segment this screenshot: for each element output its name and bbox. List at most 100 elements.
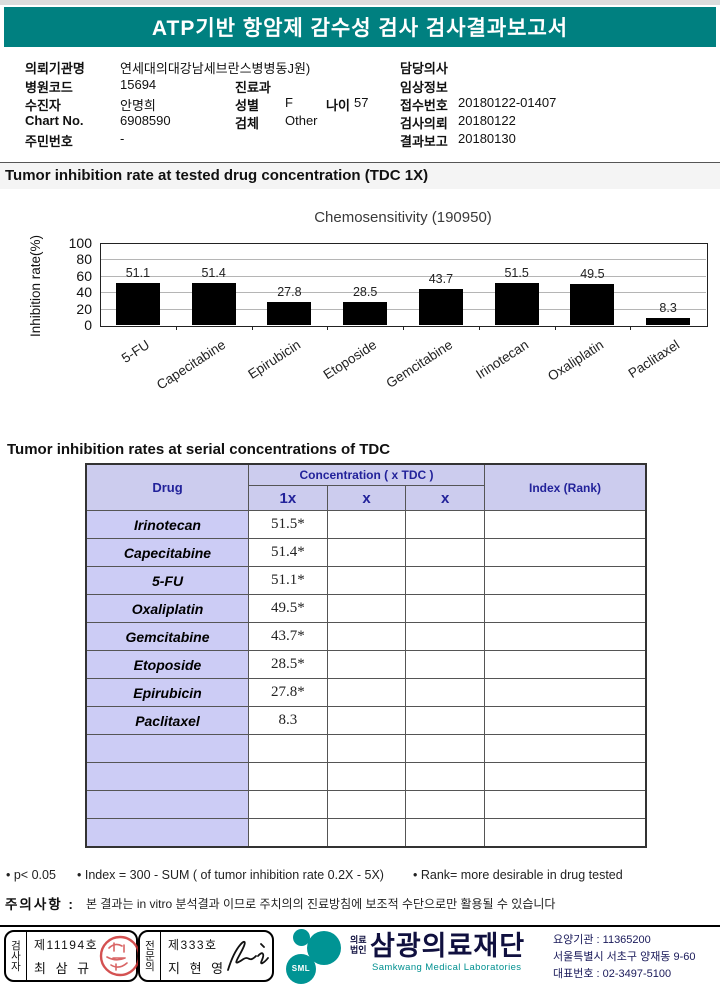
table-row: Paclitaxel 8.3 [85,706,647,735]
gridline [101,308,706,310]
table-row [85,790,647,819]
y-tick-label: 80 [76,251,92,268]
drug-name-cell [85,734,249,763]
bar [494,282,539,325]
conc-x3-cell [405,510,485,539]
y-tick-label: 60 [76,267,92,284]
x-axis-tick [251,326,253,330]
x-category-label: Irinotecan [472,337,531,382]
y-tick-label: 0 [84,317,92,333]
caution-label: 주의사항 : [5,897,75,912]
table-row: Irinotecan 51.5* [85,510,647,539]
conc-x3-cell [405,538,485,567]
index-cell [484,678,647,707]
chart-no-label: Chart No. [25,113,84,128]
specialist-role-label: 전문의 [140,932,161,980]
examiner-role-label: 검사자 [6,932,27,980]
chart-title: Chemosensitivity (190950) [314,209,492,226]
table-row: Oxaliplatin 49.5* [85,594,647,623]
table-header-row: Drug Concentration ( x TDC ) Index (Rank… [85,463,647,511]
examiner-name: 최 삼 규 [34,960,93,976]
conc-1x-header: 1x [248,485,328,511]
x-axis-tick [175,326,177,330]
report-title: ATP기반 항암제 감수성 검사 검사결과보고서 [151,17,569,40]
index-cell [484,650,647,679]
table-row: Etoposide 28.5* [85,650,647,679]
x-category-label: Gemcitabine [383,337,456,391]
conc-x2-cell [326,566,407,595]
table-row: Capecitabine 51.4* [85,538,647,567]
y-tick-label: 100 [68,235,92,251]
hospital-code-value: 15694 [120,77,157,92]
care-org-number: 요양기관 : 11365200 [553,934,651,946]
bar-value-label: 51.5 [504,265,529,280]
drug-name-cell: Irinotecan [85,510,249,539]
org-phone: 대표번호 : 02-3497-5100 [553,968,672,980]
conc-x2-cell [326,706,407,735]
receipt-no-label: 접수번호 [400,98,448,113]
conc-x2-cell [326,762,407,791]
x-axis-tick [403,326,404,330]
y-tick-label: 20 [76,300,92,317]
conc-x3-cell [405,790,485,819]
note-rank: • Rank= more desirable in drug tested [413,868,623,882]
conc-1x-cell: 43.7* [248,622,328,651]
conc-x3-cell [405,650,485,679]
conc-1x-cell [248,790,328,819]
resident-no-label: 주민번호 [25,134,73,149]
chart-plot [100,243,708,327]
conc-x2-cell [326,594,407,623]
bar-value-label: 43.7 [428,272,454,287]
conc-1x-cell: 51.4* [248,538,328,567]
examiner-license-no: 제11194호 [34,937,99,952]
index-cell [484,706,647,735]
table-row [85,734,647,763]
index-cell [484,818,647,848]
y-axis-label: Inhibition rate(%) [28,234,43,338]
drug-name-cell: Capecitabine [85,538,249,567]
receipt-no-value: 20180122-01407 [458,95,557,110]
x-axis-tick [478,326,480,330]
concentration-header: Concentration ( x TDC ) [248,463,485,486]
bar [418,289,463,325]
request-date-value: 20180122 [458,113,516,128]
conc-x2-cell [326,678,407,707]
index-cell [484,622,647,651]
bar [646,318,691,325]
bar-value-label: 28.5 [352,284,378,299]
sml-logo: SML [286,928,350,986]
x-category-label: Epirubicin [245,337,304,382]
drug-name-cell: Epirubicin [85,678,249,707]
specialist-signature-box: 전문의 제333호 지 현 영 [138,930,274,982]
section-title-serial: Tumor inhibition rates at serial concent… [7,441,391,458]
drug-name-cell: Etoposide [85,650,249,679]
report-date-label: 결과보고 [400,134,448,149]
index-cell [484,762,647,791]
table-row: Gemcitabine 43.7* [85,622,647,651]
x-category-label: Capecitabine [153,337,228,393]
organization-name-block: 의료법인 삼광의료재단 [350,931,525,961]
tdc-table: Drug Concentration ( x TDC ) Index (Rank… [85,463,647,848]
hospital-code-label: 병원코드 [25,80,73,95]
table-row [85,762,647,791]
bar [191,282,236,325]
index-cell [484,538,647,567]
conc-x3-cell [405,706,485,735]
conc-1x-cell [248,734,328,763]
drug-name-cell: 5-FU [85,566,249,595]
drug-name-cell [85,762,249,791]
drug-name-cell [85,790,249,819]
x-axis-tick [327,326,329,330]
age-value: 57 [354,95,369,110]
x-category-label: 5-FU [118,337,153,366]
caution-text: 본 결과는 in vitro 분석결과 이므로 주치의의 진료방침에 보조적 수… [86,897,556,911]
age-label: 나이 [326,98,350,113]
logo-circle-sml [286,954,316,984]
footer-divider [0,925,720,927]
conc-1x-cell: 8.3 [248,706,328,735]
conc-x2-header: x [326,485,407,511]
org-address: 서울특별시 서초구 양재동 9-60 [553,951,696,963]
index-cell [484,734,647,763]
bar-value-label: 51.1 [125,266,151,281]
